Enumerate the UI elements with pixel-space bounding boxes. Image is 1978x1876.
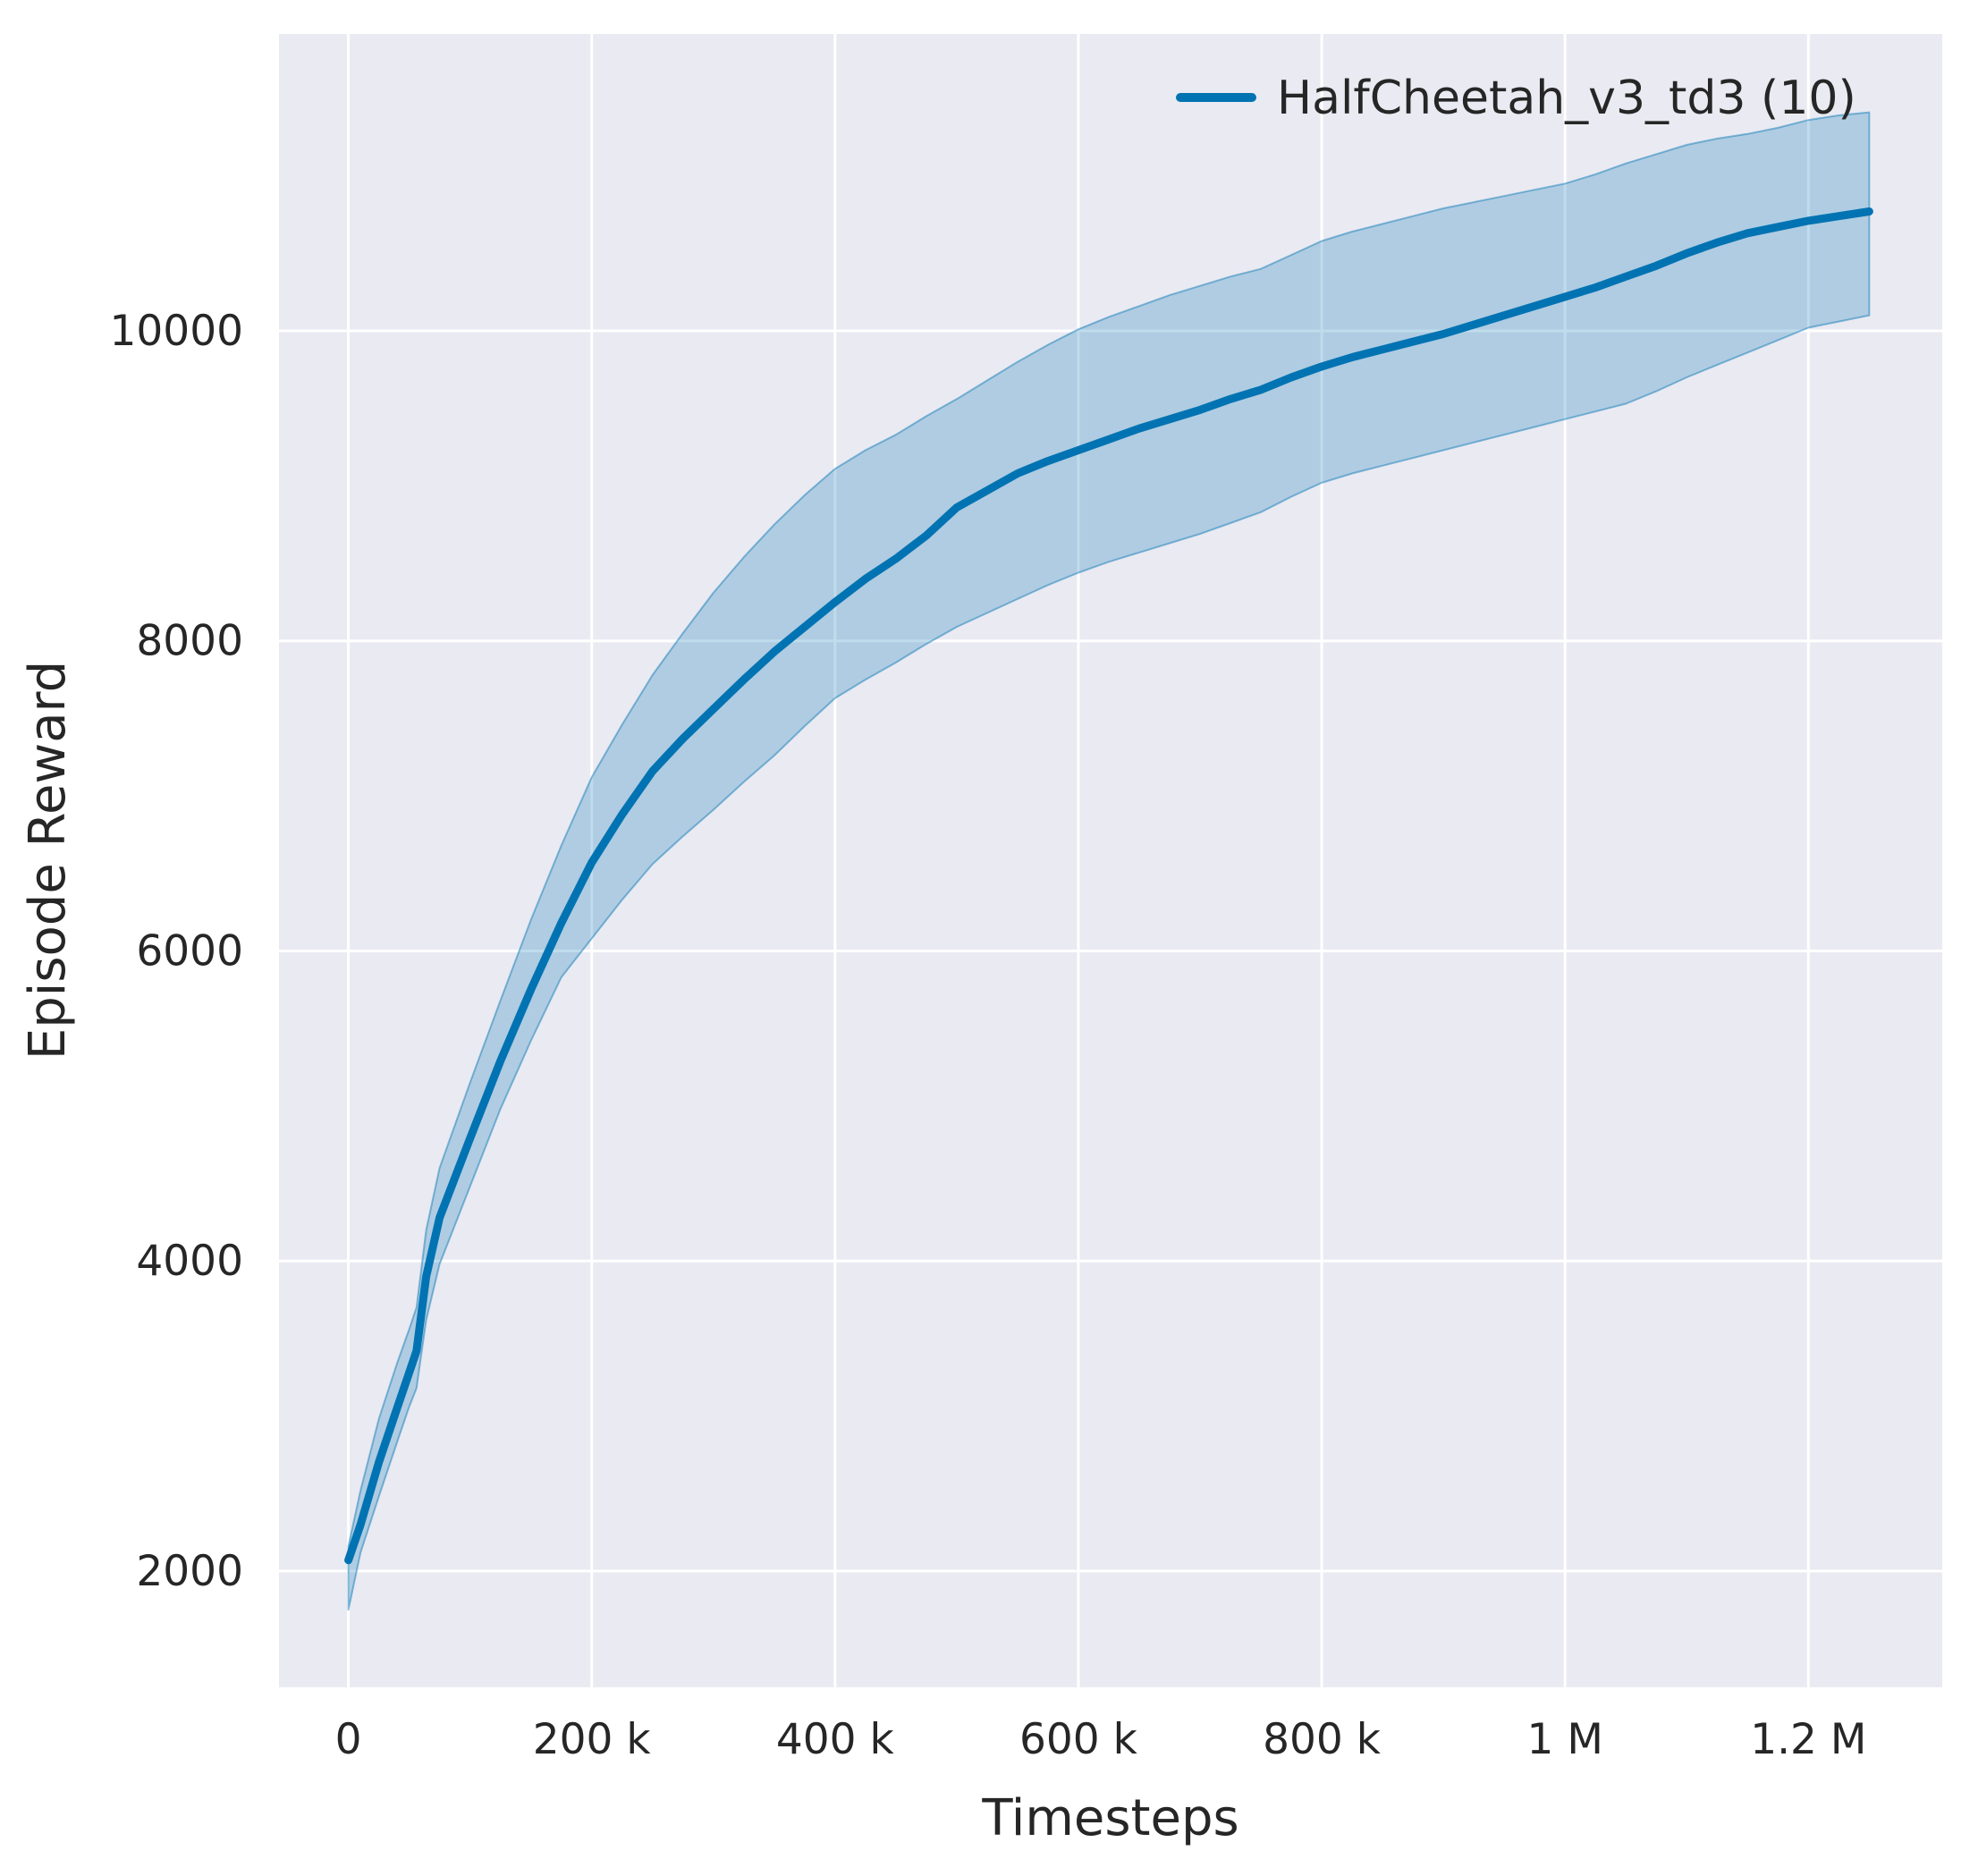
- y-tick-label: 4000: [136, 1237, 243, 1286]
- y-tick-label: 2000: [136, 1547, 243, 1596]
- x-tick-label: 400 k: [776, 1715, 895, 1764]
- x-tick-label: 1 M: [1526, 1715, 1602, 1764]
- y-axis-label: Episode Reward: [19, 661, 77, 1060]
- x-tick-label: 0: [335, 1715, 362, 1764]
- plot-area: [279, 34, 1942, 1687]
- x-tick-labels: 0 200 k 400 k 600 k 800 k 1 M 1.2 M: [335, 1715, 1867, 1764]
- y-tick-label: 10000: [109, 307, 243, 356]
- x-tick-label: 1.2 M: [1750, 1715, 1866, 1764]
- y-tick-labels: 2000 4000 6000 8000 10000: [109, 307, 243, 1596]
- x-tick-label: 200 k: [533, 1715, 652, 1764]
- x-tick-label: 600 k: [1019, 1715, 1138, 1764]
- confidence-band-outline: [347, 111, 1871, 1611]
- x-tick-label: 800 k: [1263, 1715, 1382, 1764]
- legend-label: HalfCheetah_v3_td3 (10): [1277, 72, 1856, 125]
- series-layer: [344, 111, 1873, 1611]
- y-tick-label: 6000: [136, 926, 243, 976]
- confidence-band: [348, 112, 1870, 1610]
- mean-line: [344, 207, 1873, 1565]
- legend: HalfCheetah_v3_td3 (10): [1176, 72, 1856, 125]
- y-tick-label: 8000: [136, 617, 243, 666]
- x-axis-label: Timesteps: [981, 1789, 1238, 1847]
